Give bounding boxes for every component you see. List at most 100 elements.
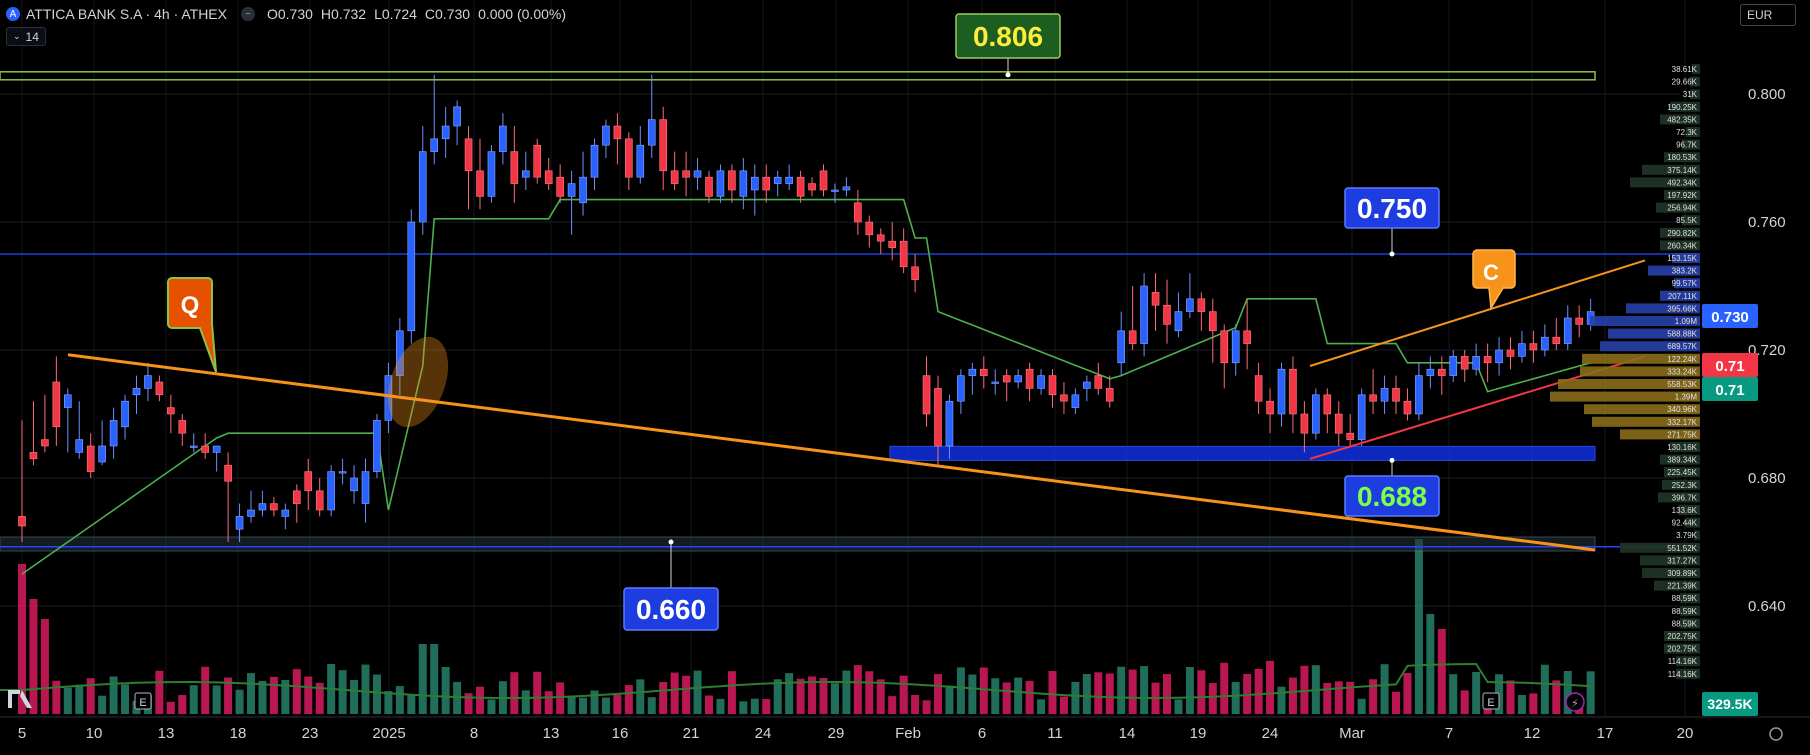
settings-icon[interactable]	[1769, 727, 1783, 741]
candle[interactable]	[270, 497, 278, 517]
candle[interactable]	[876, 228, 885, 254]
candle[interactable]	[1403, 388, 1412, 421]
candle[interactable]	[144, 362, 152, 402]
candle[interactable]	[1071, 388, 1080, 414]
candle[interactable]	[842, 177, 851, 197]
candle[interactable]	[1300, 401, 1309, 453]
candle[interactable]	[64, 388, 72, 453]
candle[interactable]	[1323, 388, 1332, 434]
candle[interactable]	[453, 100, 461, 146]
indicators-toggle[interactable]: ⌄ 14	[6, 27, 46, 46]
candle[interactable]	[785, 164, 793, 190]
candle[interactable]	[579, 151, 587, 216]
candle[interactable]	[1438, 356, 1446, 395]
c-callout[interactable]	[1472, 249, 1516, 311]
candle[interactable]	[728, 164, 736, 203]
candle[interactable]	[1105, 375, 1114, 408]
candle[interactable]	[693, 158, 702, 190]
candle[interactable]	[396, 318, 404, 395]
price-label-box[interactable]	[1344, 475, 1440, 517]
candle[interactable]	[1037, 369, 1045, 395]
candle[interactable]	[1209, 298, 1217, 363]
candle[interactable]	[1552, 318, 1561, 350]
candle[interactable]	[934, 375, 942, 466]
candle[interactable]	[911, 254, 919, 293]
candle[interactable]	[1014, 369, 1022, 389]
candle[interactable]	[899, 228, 908, 274]
candle[interactable]	[350, 465, 358, 504]
candle[interactable]	[957, 369, 965, 414]
price-label-box[interactable]	[1344, 187, 1440, 229]
candle[interactable]	[75, 401, 84, 459]
candle[interactable]	[773, 170, 782, 197]
candle[interactable]	[521, 151, 530, 190]
candle[interactable]	[109, 407, 118, 459]
candle[interactable]	[1357, 388, 1366, 446]
candle[interactable]	[613, 113, 622, 165]
candle[interactable]	[968, 362, 977, 395]
candle[interactable]	[1506, 337, 1515, 370]
candle[interactable]	[292, 484, 301, 523]
candle[interactable]	[52, 356, 61, 446]
candle[interactable]	[464, 126, 473, 210]
earnings-event-icon[interactable]	[134, 692, 152, 710]
candle[interactable]	[510, 126, 519, 203]
candle[interactable]	[1472, 343, 1480, 376]
candle[interactable]	[854, 190, 862, 235]
candle[interactable]	[1128, 286, 1137, 350]
candle[interactable]	[1002, 369, 1011, 402]
candle[interactable]	[201, 433, 209, 459]
candle[interactable]	[132, 375, 141, 414]
candle[interactable]	[1460, 350, 1469, 382]
candle[interactable]	[544, 158, 553, 190]
candle[interactable]	[418, 126, 427, 235]
candle[interactable]	[1529, 330, 1538, 363]
candle[interactable]	[567, 170, 576, 235]
candle[interactable]	[1151, 273, 1160, 331]
candle[interactable]	[533, 138, 542, 184]
candle[interactable]	[1369, 369, 1377, 414]
candle[interactable]	[281, 503, 290, 530]
candle[interactable]	[224, 452, 232, 542]
candle[interactable]	[1563, 305, 1572, 350]
candle[interactable]	[979, 356, 988, 389]
candle[interactable]	[945, 394, 954, 459]
candle[interactable]	[189, 433, 198, 453]
candle[interactable]	[1186, 273, 1194, 318]
candle[interactable]	[1140, 273, 1148, 357]
candle[interactable]	[991, 369, 1000, 395]
minus-icon[interactable]: −	[240, 7, 255, 21]
candle[interactable]	[1495, 337, 1503, 376]
candle[interactable]	[1449, 350, 1458, 382]
candle[interactable]	[1392, 375, 1400, 414]
candle[interactable]	[86, 433, 95, 478]
candle[interactable]	[705, 170, 713, 203]
candle[interactable]	[1380, 375, 1389, 414]
candle[interactable]	[590, 138, 599, 190]
candle[interactable]	[407, 209, 416, 344]
candle[interactable]	[647, 74, 656, 158]
candle[interactable]	[1334, 401, 1343, 446]
candle[interactable]	[155, 375, 164, 402]
candle[interactable]	[831, 183, 839, 203]
candle[interactable]	[1575, 305, 1583, 338]
candle[interactable]	[1312, 388, 1320, 440]
candle[interactable]	[1163, 279, 1171, 344]
candle[interactable]	[315, 478, 324, 517]
candle[interactable]	[373, 414, 381, 478]
price-label-box[interactable]	[623, 587, 719, 631]
candle[interactable]	[1025, 362, 1034, 402]
candle[interactable]	[625, 132, 633, 190]
candle[interactable]	[327, 465, 335, 517]
candle[interactable]	[1426, 356, 1435, 389]
candle[interactable]	[1060, 382, 1068, 414]
candle[interactable]	[1254, 362, 1263, 414]
candle[interactable]	[487, 145, 496, 203]
candle[interactable]	[739, 158, 748, 210]
q-callout[interactable]	[167, 277, 217, 373]
candle[interactable]	[1346, 414, 1354, 446]
candle[interactable]	[1243, 298, 1251, 370]
candle[interactable]	[430, 74, 439, 165]
